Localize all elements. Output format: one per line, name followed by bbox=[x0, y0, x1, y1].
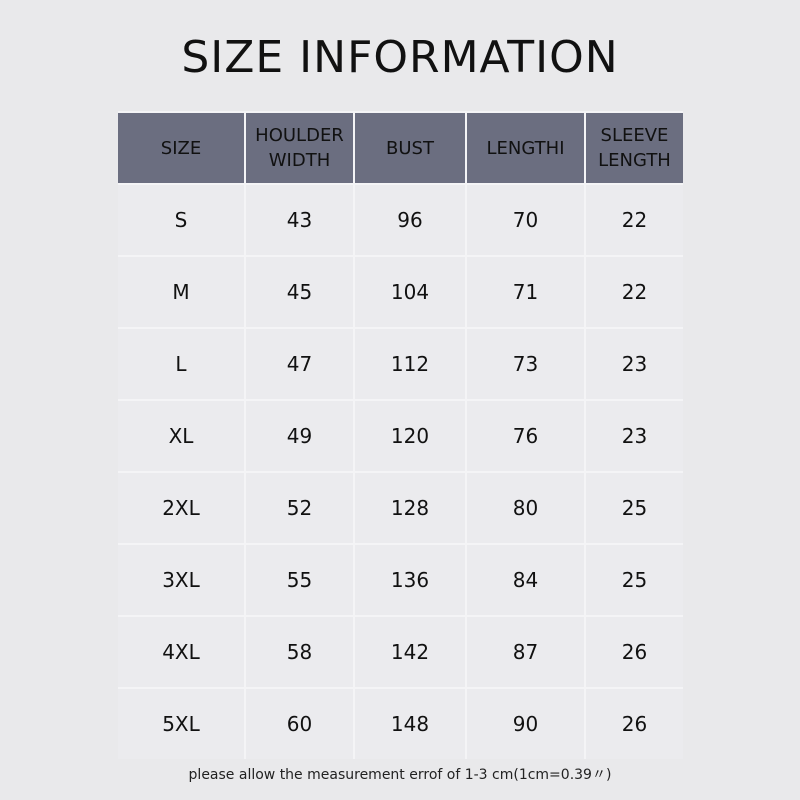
table-cell: 58 bbox=[244, 615, 355, 689]
table-cell: 47 bbox=[244, 327, 355, 401]
column-header: SIZE bbox=[118, 111, 246, 185]
column-header: BUST bbox=[353, 111, 467, 185]
table-cell: 22 bbox=[584, 255, 683, 329]
table-cell: M bbox=[118, 255, 246, 329]
column-header: LENGTHI bbox=[465, 111, 586, 185]
table-cell: 22 bbox=[584, 183, 683, 257]
table-cell: 25 bbox=[584, 471, 683, 545]
table-row: M 45 104 71 22 bbox=[118, 255, 683, 329]
table-cell: S bbox=[118, 183, 246, 257]
table-row: S 43 96 70 22 bbox=[118, 183, 683, 257]
table-cell: 49 bbox=[244, 399, 355, 473]
size-table: SIZE HOULDER WIDTH BUST LENGTHI SLEEVE LENGTH … bbox=[118, 111, 683, 759]
table-cell: 142 bbox=[353, 615, 467, 689]
table-cell: 90 bbox=[465, 687, 586, 759]
table-cell: 136 bbox=[353, 543, 467, 617]
table-cell: 52 bbox=[244, 471, 355, 545]
table-cell: 26 bbox=[584, 687, 683, 759]
table-cell: 120 bbox=[353, 399, 467, 473]
table-cell: 5XL bbox=[118, 687, 246, 759]
column-header: SLEEVE LENGTH bbox=[584, 111, 683, 185]
table-cell: 96 bbox=[353, 183, 467, 257]
table-cell: L bbox=[118, 327, 246, 401]
table-cell: 73 bbox=[465, 327, 586, 401]
table-cell: 71 bbox=[465, 255, 586, 329]
table-cell: 112 bbox=[353, 327, 467, 401]
header-row: SIZE HOULDER WIDTH BUST LENGTHI SLEEVE LENGTH bbox=[118, 111, 683, 185]
table-cell: 3XL bbox=[118, 543, 246, 617]
table-row: 3XL 55 136 84 25 bbox=[118, 543, 683, 617]
table-row: L 47 112 73 23 bbox=[118, 327, 683, 401]
column-header: HOULDER WIDTH bbox=[244, 111, 355, 185]
table-cell: 104 bbox=[353, 255, 467, 329]
table-cell: 76 bbox=[465, 399, 586, 473]
table-row: 2XL 52 128 80 25 bbox=[118, 471, 683, 545]
table-cell: 45 bbox=[244, 255, 355, 329]
table-cell: 128 bbox=[353, 471, 467, 545]
table-row: 5XL 60 148 90 26 bbox=[118, 687, 683, 759]
table-row: 4XL 58 142 87 26 bbox=[118, 615, 683, 689]
table-cell: 26 bbox=[584, 615, 683, 689]
table-cell: 43 bbox=[244, 183, 355, 257]
page-title: SIZE INFORMATION bbox=[181, 32, 619, 83]
table-cell: XL bbox=[118, 399, 246, 473]
table-cell: 148 bbox=[353, 687, 467, 759]
table-cell: 70 bbox=[465, 183, 586, 257]
table-cell: 80 bbox=[465, 471, 586, 545]
table-cell: 23 bbox=[584, 399, 683, 473]
table-cell: 4XL bbox=[118, 615, 246, 689]
table-cell: 87 bbox=[465, 615, 586, 689]
table-cell: 55 bbox=[244, 543, 355, 617]
measurement-note: please allow the measurement errof of 1-… bbox=[188, 767, 612, 783]
table-cell: 2XL bbox=[118, 471, 246, 545]
table-cell: 25 bbox=[584, 543, 683, 617]
table-row: XL 49 120 76 23 bbox=[118, 399, 683, 473]
table-cell: 60 bbox=[244, 687, 355, 759]
table-cell: 23 bbox=[584, 327, 683, 401]
table-cell: 84 bbox=[465, 543, 586, 617]
